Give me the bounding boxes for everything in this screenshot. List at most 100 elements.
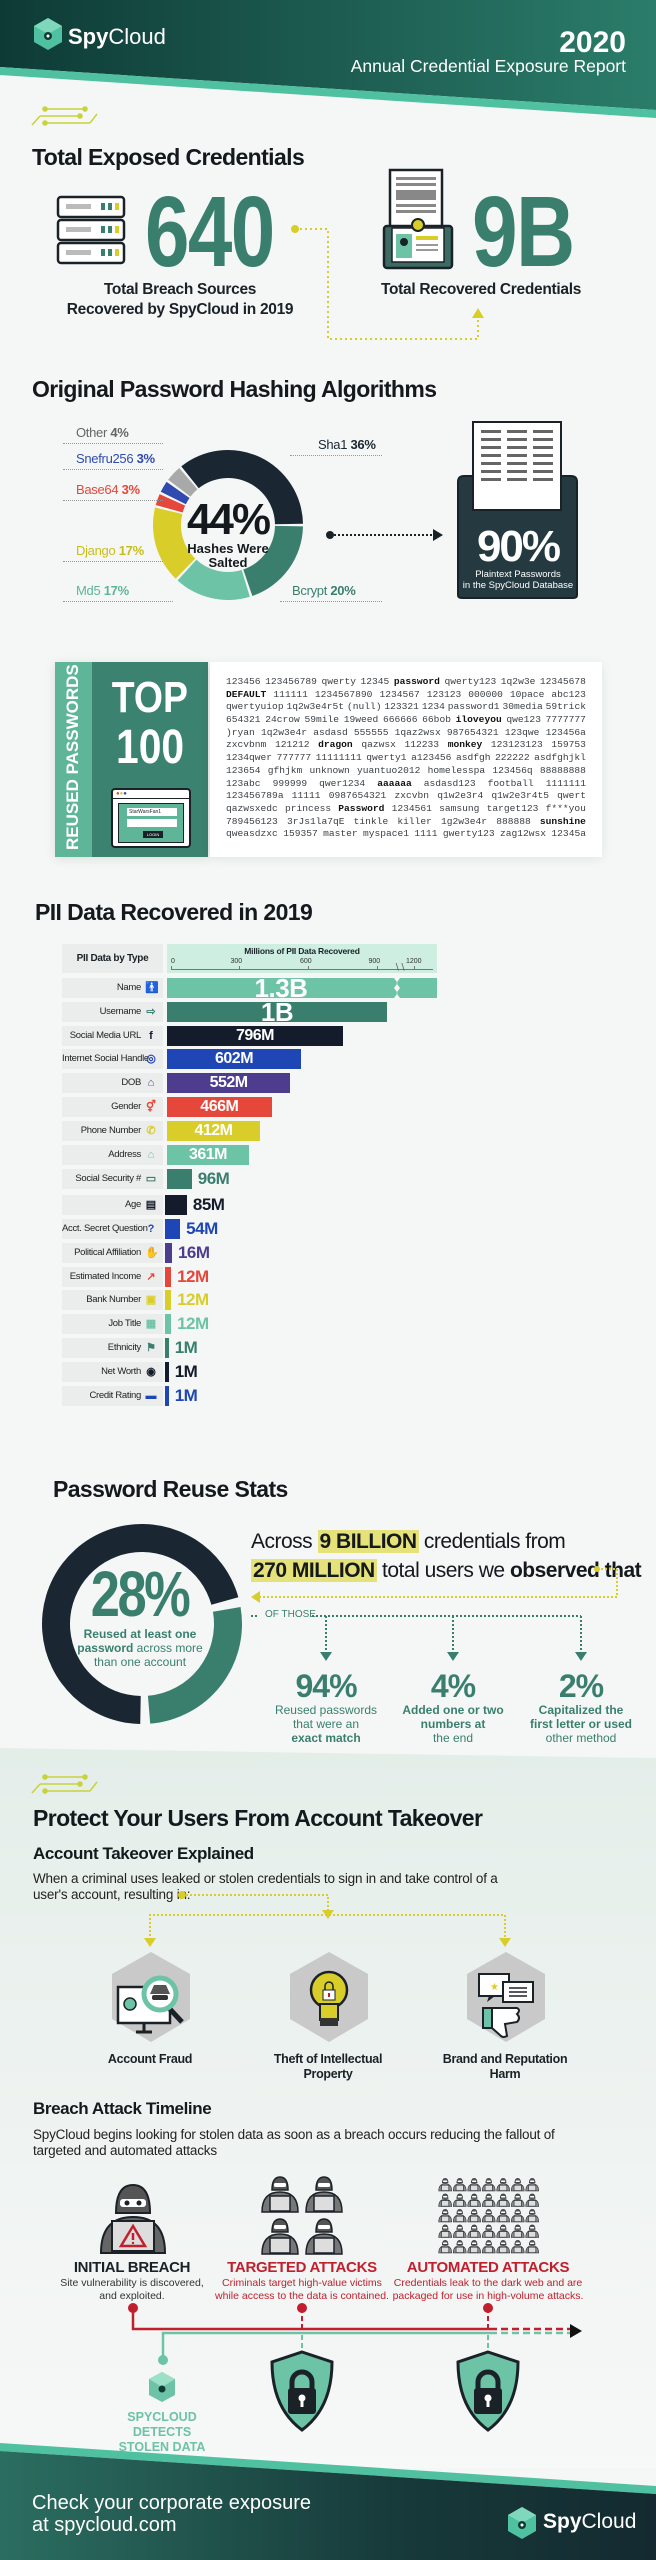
- reuse-stat-desc: Added one or two numbers at the end: [388, 1703, 518, 1745]
- pii-value-label: 12M: [177, 1266, 209, 1286]
- pii-value-label: 796M: [235, 1026, 275, 1044]
- password-token: princess: [285, 802, 332, 814]
- protect-section-background: [0, 1748, 656, 2468]
- password-token: asdasd: [313, 726, 348, 738]
- password-token: password1: [447, 701, 500, 713]
- x-tick: [238, 966, 240, 970]
- hash-label-sha1: Sha1 36%: [318, 437, 376, 452]
- brand-light: Cloud: [581, 2510, 637, 2533]
- money-icon: ◉: [146, 1365, 156, 1378]
- password-token: qwer1234: [319, 777, 366, 789]
- pii-type-header-text: PII Data by Type: [76, 953, 149, 964]
- pii-value-label: 12M: [177, 1314, 209, 1334]
- headline-text: credentials from: [423, 1530, 566, 1553]
- timeline-desc-1: SpyCloud begins looking for stolen data …: [33, 2127, 555, 2142]
- outcome-line-2: Property: [303, 2067, 353, 2081]
- hash-percent: 3%: [136, 451, 156, 466]
- footer-logo[interactable]: [506, 2506, 538, 2545]
- hacker-icon: [525, 2240, 539, 2254]
- plaintext-value: 90%: [476, 522, 561, 571]
- password-token: zxcvbn: [394, 790, 430, 802]
- hacker-icon: [452, 2209, 467, 2223]
- pii-bar: [164, 1385, 169, 1406]
- pii-row: Name 🚹 1.3B: [0, 975, 656, 1001]
- hacker-icon: [481, 2193, 496, 2207]
- pii-bar: [164, 1361, 169, 1382]
- hash-name: Django: [76, 543, 116, 558]
- hash-label-snefru256: Snefru256 3%: [76, 451, 155, 466]
- pii-row: Social Security # ▭ 96M: [0, 1168, 656, 1189]
- timeline-title: Breach Attack Timeline: [33, 2099, 212, 2118]
- label-underline: [290, 455, 382, 456]
- donut-slice-snefru256: [160, 481, 190, 505]
- timeline-dot: [297, 2303, 307, 2313]
- pii-category-label: Age: [62, 1195, 163, 1216]
- password-token: 123456a: [545, 726, 586, 738]
- instagram-icon: ◎: [146, 1053, 156, 1066]
- password-token: 30media: [502, 701, 543, 713]
- outcome-line-1: Brand and Reputation: [442, 2052, 568, 2066]
- password-token: 777777: [276, 752, 312, 764]
- footer-website-link[interactable]: at spycloud.com: [32, 2514, 177, 2536]
- stat-desc-line: Added one or two: [402, 1703, 504, 1717]
- spycloud-logo[interactable]: [32, 17, 64, 56]
- password-token: 123abc: [226, 777, 261, 789]
- section-title-exposed: Total Exposed Credentials: [32, 144, 305, 170]
- pii-value-label: 1M: [174, 1338, 198, 1358]
- password-token: 123456789: [265, 676, 317, 687]
- headline-bold: observed that: [509, 1559, 642, 1582]
- password-token: q1w2e3r4t5: [491, 790, 549, 802]
- hand-icon: ✋: [145, 1246, 159, 1259]
- headline-text: total users we: [382, 1559, 505, 1582]
- password-token: 121212: [274, 739, 310, 751]
- password-token: 222222: [495, 752, 530, 764]
- top-label: TOP: [111, 673, 189, 722]
- hacker-icon: [510, 2224, 525, 2238]
- hacker-icon: [496, 2224, 510, 2238]
- password-token: abc123: [551, 688, 586, 700]
- hash-percent: 3%: [121, 482, 141, 497]
- reuse-headline-1: Across 9 BILLION credentials from: [251, 1530, 566, 1554]
- password-token: )ryan: [226, 726, 255, 738]
- x-tick-label: 300: [230, 958, 243, 965]
- hash-label-django: Django 17%: [76, 543, 144, 558]
- hacker-icon: [438, 2193, 452, 2207]
- brand-bold: Spy: [68, 24, 109, 49]
- password-token: asdfgh: [455, 752, 491, 764]
- password-token: asdfghjkl: [534, 752, 586, 764]
- reuse-label-2: across more: [136, 1641, 203, 1655]
- x-tick-label: 600: [300, 958, 312, 965]
- ato-outcome-label: Theft of Intellectual Property: [248, 2052, 408, 2082]
- stage-desc: Credentials leak to the dark web and are…: [388, 2277, 588, 2302]
- password-token: 000000: [468, 688, 503, 700]
- hacker-icon: [496, 2193, 510, 2207]
- stage-desc-line: and exploited.: [99, 2289, 165, 2302]
- pii-bar: [167, 1073, 291, 1094]
- hash-label-other: Other 4%: [76, 425, 129, 440]
- stat-desc-line: exact match: [291, 1731, 361, 1745]
- password-token: 123123123: [490, 739, 543, 751]
- cake-icon: ⌂: [147, 1077, 155, 1090]
- pii-row: Age ▤ 85M: [0, 1195, 656, 1216]
- recovered-credentials-label: Total Recovered Credentials: [380, 281, 582, 298]
- million-users-highlight: 270 MILLION: [251, 1559, 377, 1582]
- password-list: 123456 123456789 qwerty 12345 password qwerty…: [210, 662, 602, 857]
- pii-row: Job Title ▦ 12M: [0, 1314, 656, 1335]
- pii-category-label: Address: [62, 1144, 163, 1165]
- password-token: dragon: [318, 739, 353, 751]
- hacker-icon: [496, 2178, 510, 2192]
- hacker-icon: [438, 2178, 452, 2192]
- spycloud-cube-icon: [149, 2372, 175, 2402]
- password-token: 1234567890: [314, 688, 373, 700]
- password-token: 654321: [226, 714, 261, 726]
- hacker-icon: [525, 2224, 539, 2238]
- phone-icon: ✆: [146, 1124, 156, 1137]
- password-token: samsung: [439, 802, 480, 814]
- login-username-field: StarWarsFan1: [127, 808, 177, 816]
- password-row: 123456789a 11111 0987654321 zxcvbn q1w2e3r4 q…: [226, 790, 586, 803]
- home-icon: ⌂: [147, 1148, 155, 1161]
- hash-percent: 17%: [103, 583, 129, 598]
- timeline-dot: [128, 2303, 138, 2313]
- breach-sources-label-1: Total Breach Sources: [103, 281, 257, 298]
- thumbs-down-icon: ★: [467, 1952, 545, 2042]
